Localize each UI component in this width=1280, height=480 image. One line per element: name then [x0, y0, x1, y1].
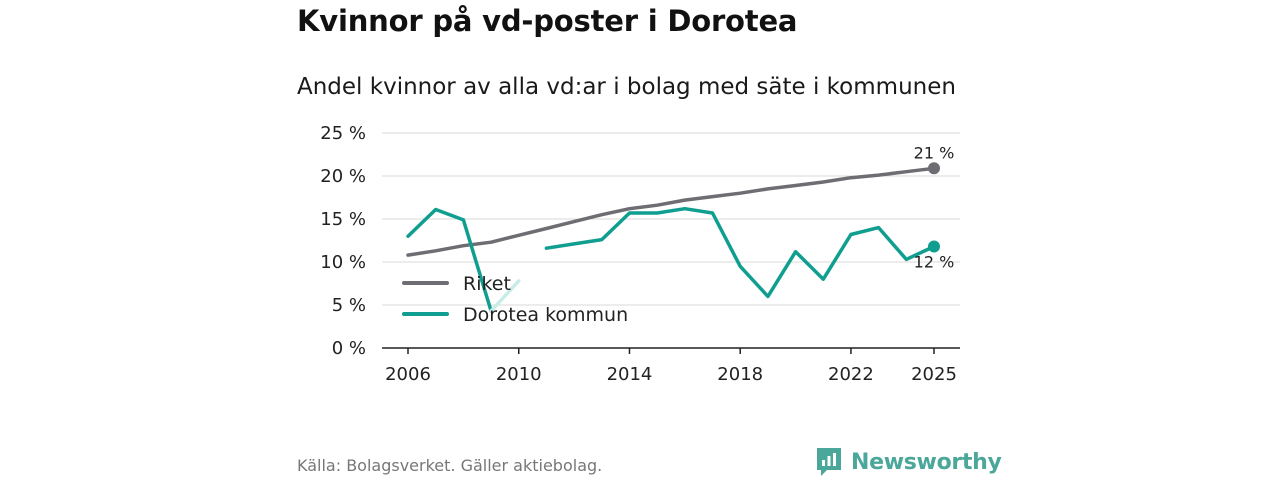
y-tick-label: 0 %: [332, 338, 366, 359]
series-highlight-segment: [489, 279, 521, 313]
series-lines: [406, 166, 936, 313]
end-marker-dorotea: [928, 240, 940, 253]
end-marker-riket: [928, 162, 940, 175]
x-tick-label: 2010: [496, 364, 542, 385]
series-end-markers: 21 % 12 %: [914, 143, 955, 271]
end-label-riket: 21 %: [914, 143, 955, 162]
x-tick-label: 2006: [385, 364, 431, 385]
legend-label-riket: Riket: [463, 273, 511, 295]
y-tick-label: 25 %: [320, 123, 366, 144]
x-axis: 2006 2010 2014 2018 2022 2025: [382, 347, 960, 385]
x-tick-label: 2022: [828, 364, 874, 385]
chart-legend: Riket Dorotea kommun: [402, 273, 628, 326]
x-tick-label: 2018: [717, 364, 763, 385]
newsworthy-bubble-icon: [817, 448, 841, 476]
y-tick-label: 5 %: [332, 295, 366, 316]
source-note: Källa: Bolagsverket. Gäller aktiebolag.: [297, 456, 603, 475]
series-line-riket: [406, 166, 936, 257]
legend-label-dorotea: Dorotea kommun: [463, 304, 628, 326]
y-tick-label: 20 %: [320, 166, 366, 187]
end-label-dorotea: 12 %: [914, 253, 955, 272]
series-line-dorotea: [406, 206, 936, 313]
newsworthy-logo: Newsworthy: [815, 446, 1002, 478]
brand-name: Newsworthy: [851, 449, 1002, 475]
y-tick-label: 15 %: [320, 209, 366, 230]
x-tick-label: 2025: [911, 364, 957, 385]
y-axis-tick-labels: 0 % 5 % 10 % 15 % 20 % 25 %: [320, 123, 366, 359]
chart-subtitle: Andel kvinnor av alla vd:ar i bolag med …: [297, 74, 956, 100]
x-tick-label: 2014: [607, 364, 653, 385]
y-tick-label: 10 %: [320, 252, 366, 273]
page-title: Kvinnor på vd-poster i Dorotea: [297, 4, 798, 38]
